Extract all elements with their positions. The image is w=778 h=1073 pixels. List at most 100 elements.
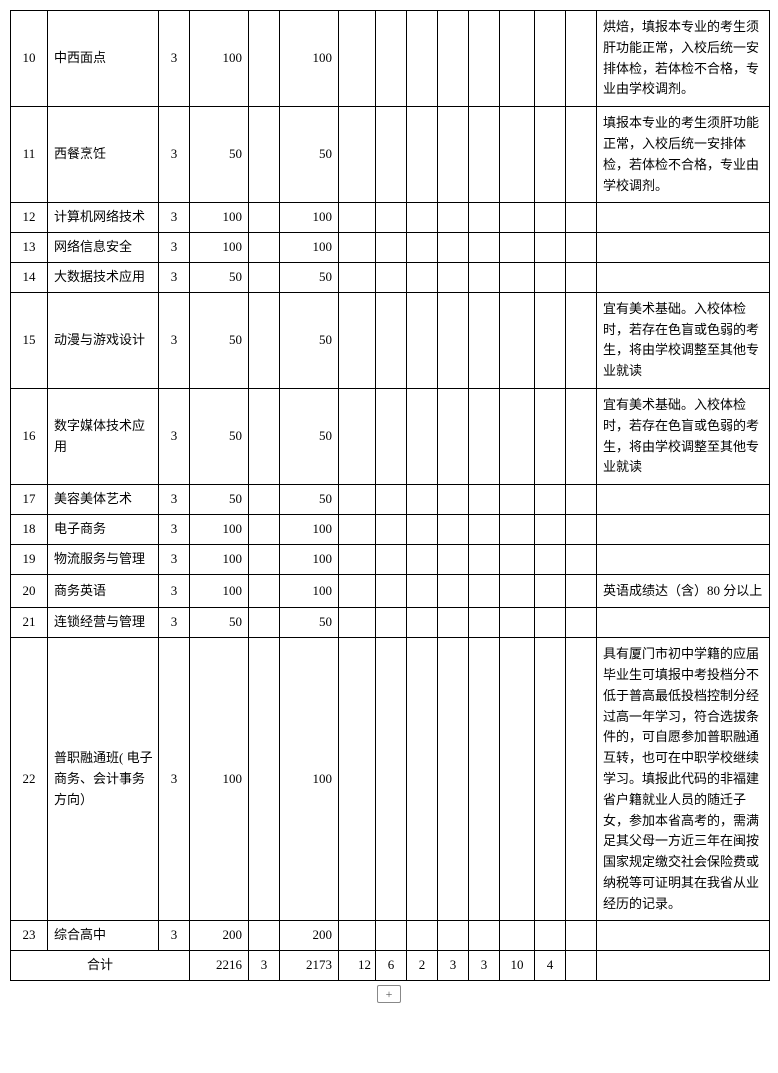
col-l bbox=[566, 107, 597, 203]
col-a: 3 bbox=[159, 574, 190, 608]
col-d: 50 bbox=[280, 485, 339, 515]
table-row: 23综合高中3200200 bbox=[11, 921, 770, 951]
col-g bbox=[407, 608, 438, 638]
total-c: 3 bbox=[249, 951, 280, 981]
col-h bbox=[438, 638, 469, 921]
col-a: 3 bbox=[159, 203, 190, 233]
remark: 烘焙，填报本专业的考生须肝功能正常，入校后统一安排体检，若体检不合格，专业由学校… bbox=[597, 11, 770, 107]
col-f bbox=[376, 11, 407, 107]
col-b: 100 bbox=[190, 11, 249, 107]
col-a: 3 bbox=[159, 638, 190, 921]
col-d: 100 bbox=[280, 514, 339, 544]
table-row: 11西餐烹饪35050填报本专业的考生须肝功能正常，入校后统一安排体检，若体检不… bbox=[11, 107, 770, 203]
row-index: 23 bbox=[11, 921, 48, 951]
col-c bbox=[249, 233, 280, 263]
col-j bbox=[500, 574, 535, 608]
total-label: 合计 bbox=[11, 951, 190, 981]
col-g bbox=[407, 388, 438, 484]
col-b: 100 bbox=[190, 638, 249, 921]
col-b: 50 bbox=[190, 608, 249, 638]
col-j bbox=[500, 203, 535, 233]
col-f bbox=[376, 233, 407, 263]
enrollment-table: 10中西面点3100100烘焙，填报本专业的考生须肝功能正常，入校后统一安排体检… bbox=[10, 10, 770, 981]
remark bbox=[597, 544, 770, 574]
major-name: 电子商务 bbox=[48, 514, 159, 544]
col-i bbox=[469, 233, 500, 263]
row-index: 15 bbox=[11, 292, 48, 388]
col-k bbox=[535, 921, 566, 951]
table-row: 15动漫与游戏设计35050宜有美术基础。入校体检时，若存在色盲或色弱的考生，将… bbox=[11, 292, 770, 388]
col-c bbox=[249, 388, 280, 484]
col-e bbox=[339, 485, 376, 515]
major-name: 大数据技术应用 bbox=[48, 262, 159, 292]
col-d: 100 bbox=[280, 203, 339, 233]
col-k bbox=[535, 262, 566, 292]
col-j bbox=[500, 233, 535, 263]
major-name: 数字媒体技术应用 bbox=[48, 388, 159, 484]
col-k bbox=[535, 608, 566, 638]
col-f bbox=[376, 485, 407, 515]
col-a: 3 bbox=[159, 544, 190, 574]
remark: 宜有美术基础。入校体检时，若存在色盲或色弱的考生，将由学校调整至其他专业就读 bbox=[597, 388, 770, 484]
col-b: 100 bbox=[190, 544, 249, 574]
col-f bbox=[376, 107, 407, 203]
col-b: 200 bbox=[190, 921, 249, 951]
col-c bbox=[249, 921, 280, 951]
col-j bbox=[500, 921, 535, 951]
col-l bbox=[566, 574, 597, 608]
col-b: 100 bbox=[190, 574, 249, 608]
col-l bbox=[566, 608, 597, 638]
col-f bbox=[376, 292, 407, 388]
row-index: 19 bbox=[11, 544, 48, 574]
table-row: 12计算机网络技术3100100 bbox=[11, 203, 770, 233]
col-c bbox=[249, 608, 280, 638]
col-d: 200 bbox=[280, 921, 339, 951]
col-g bbox=[407, 574, 438, 608]
col-c bbox=[249, 485, 280, 515]
col-f bbox=[376, 544, 407, 574]
col-b: 50 bbox=[190, 292, 249, 388]
col-j bbox=[500, 485, 535, 515]
remark: 填报本专业的考生须肝功能正常，入校后统一安排体检，若体检不合格，专业由学校调剂。 bbox=[597, 107, 770, 203]
table-row: 18电子商务3100100 bbox=[11, 514, 770, 544]
total-e: 12 bbox=[339, 951, 376, 981]
col-e bbox=[339, 11, 376, 107]
col-b: 50 bbox=[190, 262, 249, 292]
col-g bbox=[407, 292, 438, 388]
col-f bbox=[376, 574, 407, 608]
total-h: 3 bbox=[438, 951, 469, 981]
col-l bbox=[566, 544, 597, 574]
col-j bbox=[500, 292, 535, 388]
row-index: 14 bbox=[11, 262, 48, 292]
row-index: 13 bbox=[11, 233, 48, 263]
col-a: 3 bbox=[159, 388, 190, 484]
col-g bbox=[407, 11, 438, 107]
col-l bbox=[566, 262, 597, 292]
col-l bbox=[566, 233, 597, 263]
col-h bbox=[438, 262, 469, 292]
major-name: 西餐烹饪 bbox=[48, 107, 159, 203]
table-row: 17美容美体艺术35050 bbox=[11, 485, 770, 515]
remark bbox=[597, 262, 770, 292]
col-e bbox=[339, 203, 376, 233]
col-a: 3 bbox=[159, 262, 190, 292]
col-c bbox=[249, 292, 280, 388]
table-row: 16数字媒体技术应用35050宜有美术基础。入校体检时，若存在色盲或色弱的考生，… bbox=[11, 388, 770, 484]
col-j bbox=[500, 608, 535, 638]
total-g: 2 bbox=[407, 951, 438, 981]
remark: 英语成绩达（含）80 分以上 bbox=[597, 574, 770, 608]
col-k bbox=[535, 292, 566, 388]
col-b: 100 bbox=[190, 514, 249, 544]
remark bbox=[597, 233, 770, 263]
col-l bbox=[566, 638, 597, 921]
col-c bbox=[249, 262, 280, 292]
col-l bbox=[566, 921, 597, 951]
col-i bbox=[469, 921, 500, 951]
col-f bbox=[376, 608, 407, 638]
table-row: 22普职融通班( 电子商务、会计事务方向）3100100具有厦门市初中学籍的应届… bbox=[11, 638, 770, 921]
col-l bbox=[566, 292, 597, 388]
col-d: 100 bbox=[280, 233, 339, 263]
remark bbox=[597, 485, 770, 515]
col-f bbox=[376, 203, 407, 233]
col-a: 3 bbox=[159, 292, 190, 388]
